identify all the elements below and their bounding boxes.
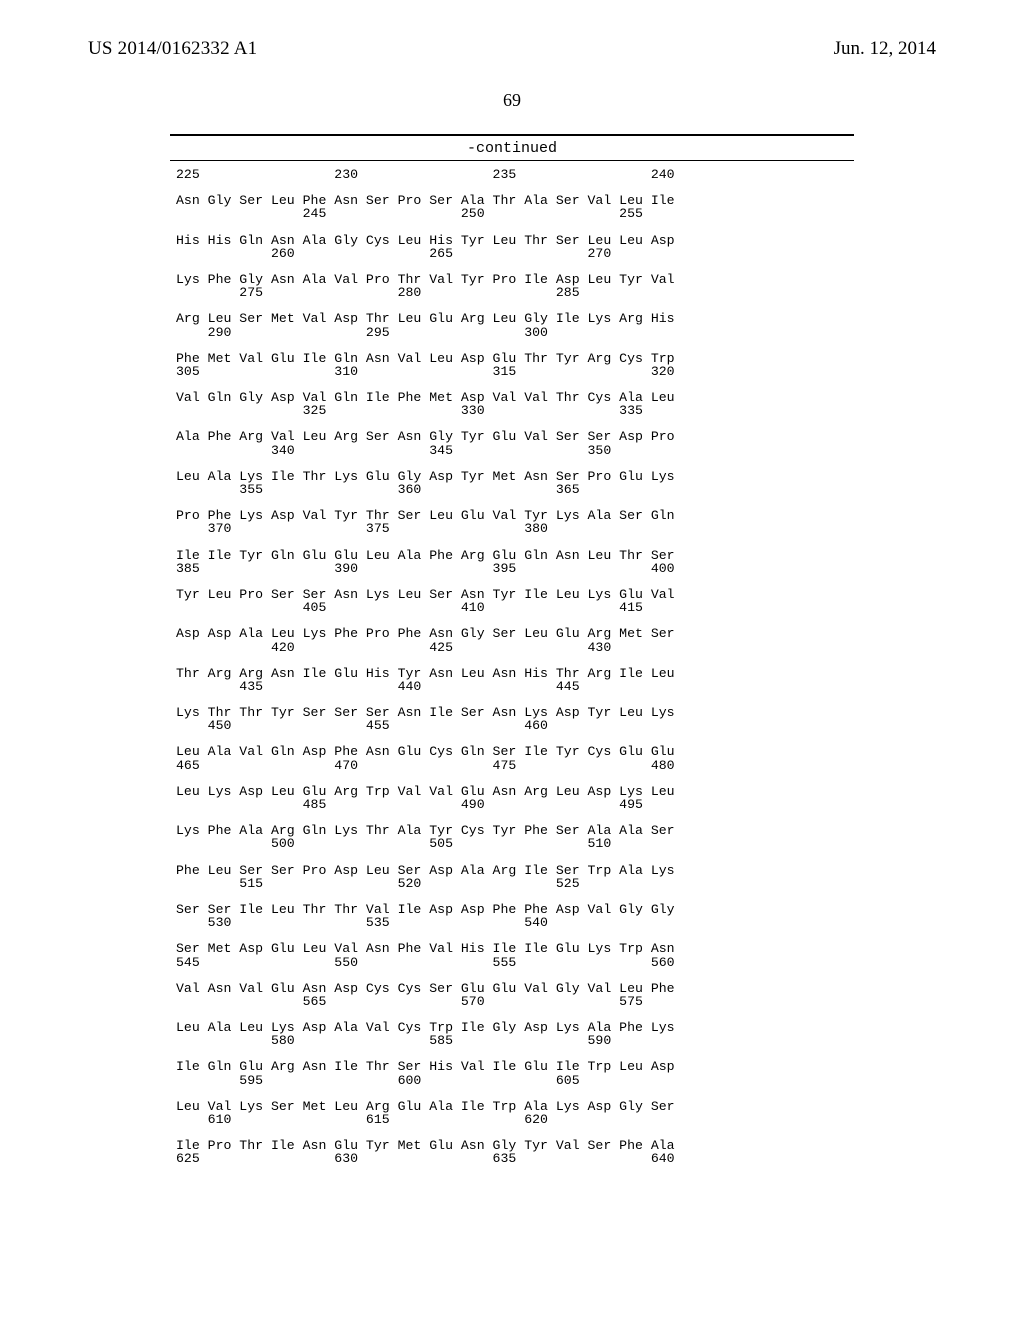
sequence-number-row: 580 585 590 <box>176 1034 675 1047</box>
publication-number: US 2014/0162332 A1 <box>88 38 257 60</box>
continued-label: -continued <box>0 140 1024 157</box>
sequence-row: Ile Ile Tyr Gln Glu Glu Leu Ala Phe Arg … <box>176 549 675 562</box>
row-gap <box>176 339 675 352</box>
sequence-number-row: 465 470 475 480 <box>176 759 675 772</box>
row-gap <box>176 851 675 864</box>
sequence-row: Arg Leu Ser Met Val Asp Thr Leu Glu Arg … <box>176 312 675 325</box>
sequence-number-row: 610 615 620 <box>176 1113 675 1126</box>
sequence-number-row: 325 330 335 <box>176 404 675 417</box>
page-number: 69 <box>0 90 1024 111</box>
sequence-number-row: 245 250 255 <box>176 207 675 220</box>
row-gap <box>176 260 675 273</box>
row-gap <box>176 969 675 982</box>
sequence-listing: 225 230 235 240Asn Gly Ser Leu Phe Asn S… <box>176 168 675 1166</box>
sequence-number-row: 370 375 380 <box>176 522 675 535</box>
sequence-row: Phe Leu Ser Ser Pro Asp Leu Ser Asp Ala … <box>176 864 675 877</box>
sequence-row: Leu Ala Val Gln Asp Phe Asn Glu Cys Gln … <box>176 745 675 758</box>
sequence-row: 225 230 235 240 <box>176 168 675 181</box>
sequence-number-row: 545 550 555 560 <box>176 956 675 969</box>
page-root: US 2014/0162332 A1 Jun. 12, 2014 69 -con… <box>0 0 1024 1320</box>
sequence-number-row: 485 490 495 <box>176 798 675 811</box>
row-gap <box>176 654 675 667</box>
sequence-row: Phe Met Val Glu Ile Gln Asn Val Leu Asp … <box>176 352 675 365</box>
sequence-number-row: 340 345 350 <box>176 444 675 457</box>
divider-bottom <box>170 160 854 161</box>
sequence-number-row: 530 535 540 <box>176 916 675 929</box>
sequence-row: Asp Asp Ala Leu Lys Phe Pro Phe Asn Gly … <box>176 627 675 640</box>
sequence-number-row: 275 280 285 <box>176 286 675 299</box>
sequence-row: Ser Met Asp Glu Leu Val Asn Phe Val His … <box>176 942 675 955</box>
row-gap <box>176 575 675 588</box>
sequence-row: Ile Gln Glu Arg Asn Ile Thr Ser His Val … <box>176 1060 675 1073</box>
sequence-number-row: 435 440 445 <box>176 680 675 693</box>
sequence-row: His His Gln Asn Ala Gly Cys Leu His Tyr … <box>176 234 675 247</box>
row-gap <box>176 536 675 549</box>
sequence-number-row: 500 505 510 <box>176 837 675 850</box>
publication-date: Jun. 12, 2014 <box>834 38 936 60</box>
sequence-number-row: 305 310 315 320 <box>176 365 675 378</box>
sequence-number-row: 625 630 635 640 <box>176 1152 675 1165</box>
sequence-row: Val Asn Val Glu Asn Asp Cys Cys Ser Glu … <box>176 982 675 995</box>
row-gap <box>176 221 675 234</box>
sequence-number-row: 595 600 605 <box>176 1074 675 1087</box>
sequence-row: Ala Phe Arg Val Leu Arg Ser Asn Gly Tyr … <box>176 430 675 443</box>
row-gap <box>176 890 675 903</box>
row-gap <box>176 1087 675 1100</box>
sequence-number-row: 450 455 460 <box>176 719 675 732</box>
sequence-number-row: 420 425 430 <box>176 641 675 654</box>
sequence-number-row: 385 390 395 400 <box>176 562 675 575</box>
row-gap <box>176 457 675 470</box>
sequence-number-row: 565 570 575 <box>176 995 675 1008</box>
row-gap <box>176 772 675 785</box>
sequence-number-row: 355 360 365 <box>176 483 675 496</box>
sequence-number-row: 515 520 525 <box>176 877 675 890</box>
sequence-number-row: 290 295 300 <box>176 326 675 339</box>
sequence-number-row: 260 265 270 <box>176 247 675 260</box>
divider-top <box>170 134 854 136</box>
sequence-number-row: 405 410 415 <box>176 601 675 614</box>
sequence-row: Thr Arg Arg Asn Ile Glu His Tyr Asn Leu … <box>176 667 675 680</box>
